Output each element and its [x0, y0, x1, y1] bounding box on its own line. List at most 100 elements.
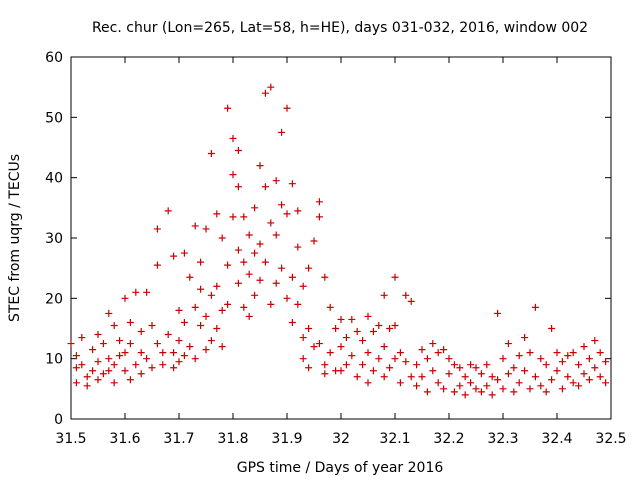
data-point	[251, 249, 259, 257]
data-point	[218, 343, 226, 351]
data-point	[537, 382, 545, 390]
data-point	[472, 385, 480, 393]
x-tick-label: 32.5	[595, 431, 626, 447]
data-point	[386, 325, 394, 332]
data-point	[288, 180, 296, 188]
data-point	[294, 243, 302, 251]
data-point	[105, 355, 113, 363]
data-point	[251, 291, 259, 299]
data-point	[197, 285, 205, 293]
data-point	[267, 300, 275, 308]
data-point	[67, 340, 75, 348]
data-point	[207, 291, 215, 299]
data-point	[186, 343, 194, 351]
data-point	[267, 219, 275, 227]
data-point	[321, 361, 329, 369]
data-point	[148, 321, 156, 329]
y-tick-label: 50	[45, 110, 63, 126]
x-tick-label: 31.7	[163, 431, 194, 447]
data-point	[267, 83, 275, 91]
y-tick-label: 0	[54, 412, 63, 428]
data-point	[278, 264, 286, 272]
data-point	[531, 303, 539, 311]
data-point	[564, 352, 572, 360]
data-point	[272, 231, 280, 239]
data-point	[515, 352, 523, 360]
data-point	[585, 355, 593, 363]
data-point	[251, 204, 259, 212]
data-point	[440, 385, 448, 393]
data-point	[110, 321, 118, 329]
data-point	[132, 361, 140, 369]
data-point	[380, 291, 388, 299]
data-point	[580, 343, 588, 351]
data-point	[218, 234, 226, 242]
data-point	[105, 309, 113, 317]
data-point	[429, 340, 437, 348]
y-axis-label: STEC from uqrg / TECUs	[7, 154, 23, 322]
data-point	[456, 382, 464, 390]
data-point	[461, 373, 469, 381]
data-point	[596, 349, 604, 357]
data-point	[191, 303, 199, 311]
data-point	[537, 355, 545, 363]
data-point	[348, 315, 356, 323]
data-point	[207, 337, 215, 345]
y-tick-label: 40	[45, 171, 63, 187]
data-point	[380, 343, 388, 351]
data-point	[224, 300, 232, 308]
data-point	[94, 358, 102, 366]
data-point	[342, 334, 350, 342]
data-point	[450, 388, 458, 396]
data-point	[202, 346, 210, 354]
data-point	[153, 225, 161, 233]
data-points	[67, 83, 610, 399]
data-point	[494, 309, 502, 317]
data-point	[321, 273, 329, 281]
data-point	[143, 355, 151, 363]
data-point	[180, 318, 188, 326]
data-point	[456, 364, 464, 372]
x-tick-label: 32.2	[433, 431, 464, 447]
data-point	[99, 370, 107, 378]
data-point	[332, 325, 340, 332]
data-point	[558, 385, 566, 393]
data-point	[310, 343, 318, 351]
data-point	[207, 150, 215, 158]
data-point	[553, 349, 561, 357]
data-point	[175, 306, 183, 314]
data-point	[391, 355, 399, 363]
data-point	[591, 364, 599, 372]
data-point	[337, 343, 345, 351]
data-point	[240, 258, 248, 266]
x-tick-label: 32.3	[487, 431, 518, 447]
x-axis-label: GPS time / Days of year 2016	[237, 460, 444, 476]
data-point	[396, 379, 404, 387]
data-point	[164, 207, 172, 215]
data-point	[375, 321, 383, 329]
data-point	[256, 240, 264, 248]
data-point	[164, 331, 172, 339]
data-point	[256, 162, 264, 170]
data-point	[575, 382, 583, 390]
data-point	[83, 382, 91, 390]
data-point	[153, 261, 161, 269]
data-point	[175, 358, 183, 366]
data-point	[364, 349, 372, 357]
y-tick-label: 10	[45, 352, 63, 368]
data-point	[224, 104, 232, 112]
data-point	[202, 225, 210, 233]
data-point	[515, 379, 523, 387]
data-point	[170, 349, 178, 357]
data-point	[218, 306, 226, 314]
data-point	[288, 273, 296, 281]
data-point	[137, 328, 145, 336]
data-point	[353, 328, 361, 336]
data-point	[548, 325, 556, 332]
data-point	[261, 258, 269, 266]
data-point	[245, 231, 253, 239]
data-point	[521, 367, 529, 375]
data-point	[256, 276, 264, 284]
data-point	[423, 355, 431, 363]
